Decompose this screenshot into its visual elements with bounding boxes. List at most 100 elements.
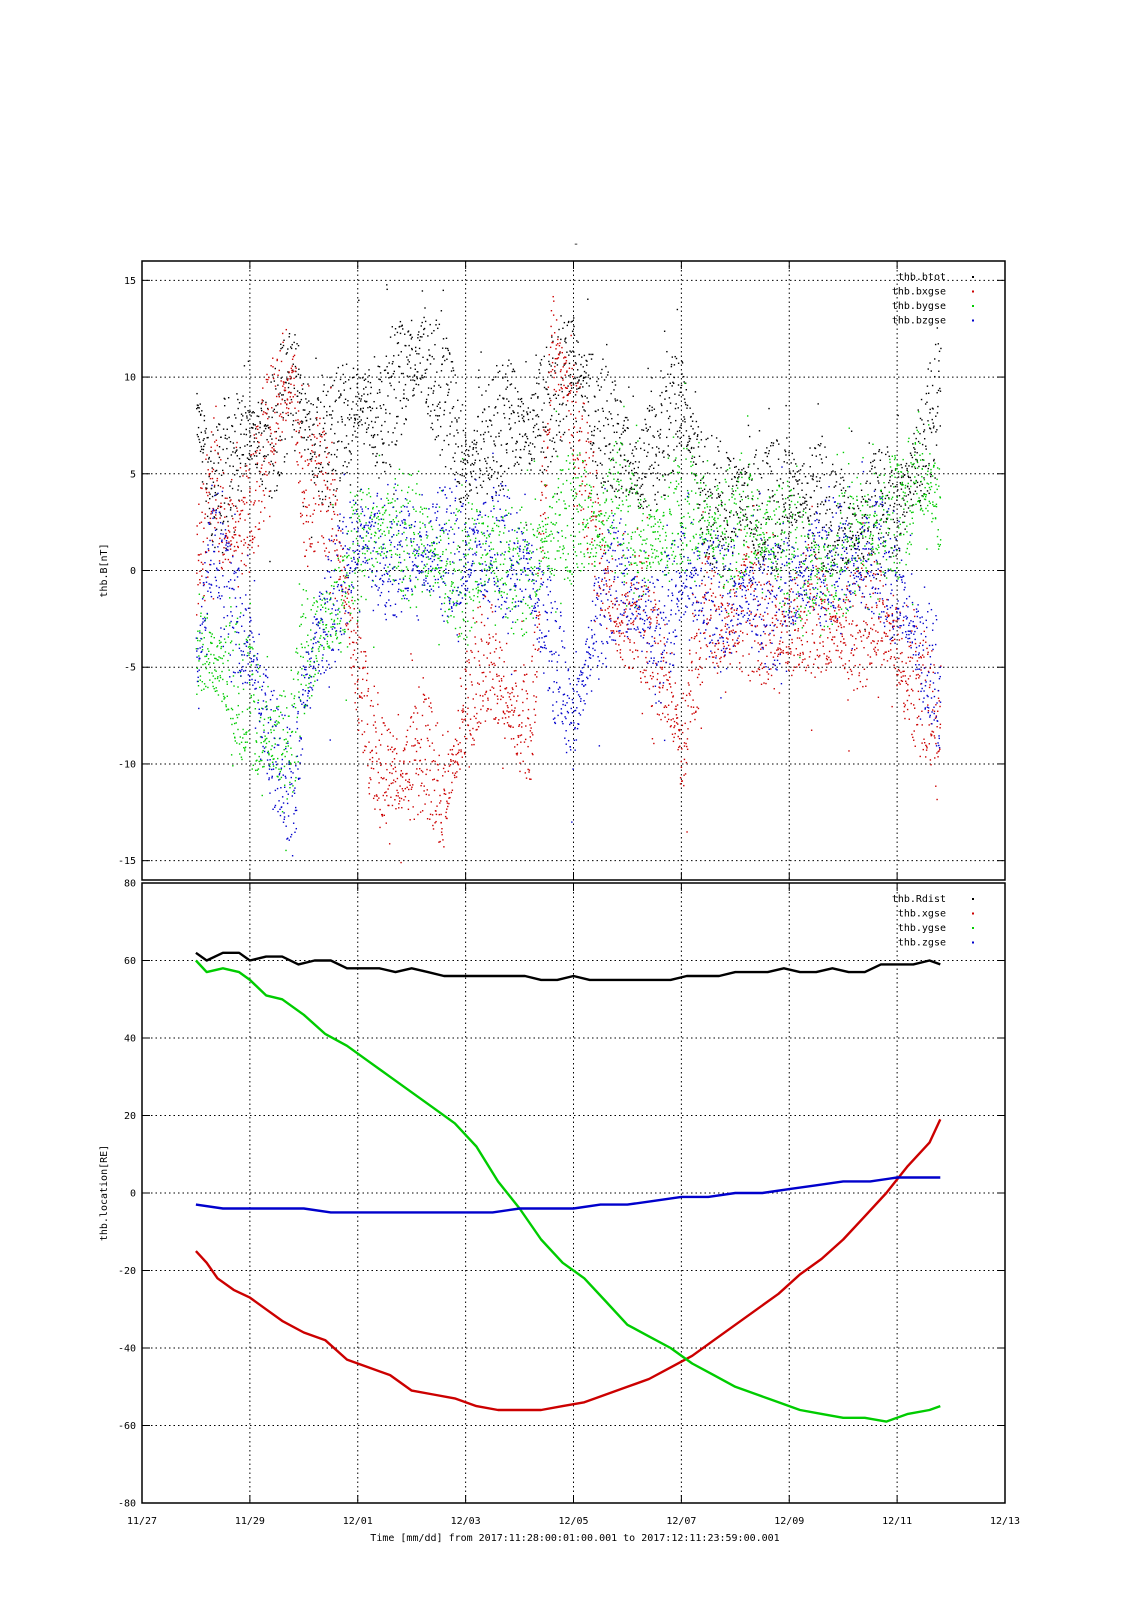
data-point [288,336,290,338]
data-point [838,505,841,508]
data-point [476,682,479,684]
data-point [576,431,578,434]
data-point [571,381,573,384]
data-point [286,352,288,354]
data-point [599,527,601,530]
data-point [742,467,745,470]
data-point [930,473,932,476]
data-point [210,534,213,537]
data-point [648,404,651,407]
data-point [357,626,359,628]
data-point [333,379,336,382]
data-point [563,431,566,434]
data-point [787,653,789,655]
data-point [871,537,874,540]
data-point [653,637,656,639]
data-point [271,416,273,419]
data-point [589,492,591,495]
data-point [723,520,725,522]
data-point [376,461,378,463]
data-point [736,624,738,626]
data-point [660,370,662,372]
data-point [926,385,929,387]
data-point [460,685,463,687]
data-point [348,379,350,381]
data-point [225,515,228,518]
data-point [862,634,865,637]
data-point [637,505,640,508]
data-point [822,562,824,564]
data-point [529,411,531,413]
data-point [645,681,647,684]
data-point [500,678,503,680]
data-point [574,394,577,396]
data-point [770,674,773,677]
data-point [410,717,412,719]
data-point [623,640,625,642]
data-point [859,663,861,666]
data-point [517,736,520,738]
data-point [243,563,246,566]
data-point [792,470,795,472]
data-point [578,440,580,442]
data-point [519,762,521,764]
data-point [636,528,639,530]
data-point [693,447,695,449]
data-point [373,356,376,358]
data-point [885,517,888,520]
data-point [611,570,613,573]
data-point [564,338,566,340]
data-point [757,526,759,529]
data-point [761,539,763,541]
data-point [303,490,305,493]
data-point [784,508,786,511]
data-point [431,332,433,335]
data-point [781,641,784,644]
data-point [531,459,533,462]
data-point [542,549,544,552]
data-point [527,745,529,748]
data-point [389,748,392,751]
data-point [341,595,343,597]
data-point [853,582,855,585]
data-point [475,621,478,623]
data-point [726,602,729,604]
data-point [711,570,713,572]
data-point [397,795,399,797]
data-point [460,460,462,463]
data-point [307,464,309,467]
data-point [922,423,925,425]
data-point [671,701,673,703]
data-point [556,364,559,366]
data-point [809,466,811,468]
data-point [759,643,761,646]
data-point [639,487,641,489]
data-point [482,671,485,674]
data-point [847,678,850,680]
data-point [679,783,682,785]
data-point [731,631,734,634]
data-point [351,617,354,619]
data-point [703,488,706,490]
data-point [281,431,283,433]
data-point [775,614,777,617]
data-point [206,487,208,490]
data-point [355,436,357,438]
data-point [267,417,269,420]
data-point [906,469,908,472]
data-point [229,500,231,502]
data-point [608,605,611,608]
data-point [408,788,410,791]
data-point [215,528,218,531]
data-point [589,442,592,445]
data-point [336,449,339,451]
data-point [694,635,696,638]
data-point [268,376,270,379]
data-point [849,536,851,539]
data-point [796,666,798,668]
data-point [589,377,591,380]
data-point [789,590,791,593]
data-point [697,707,700,710]
data-point [506,705,509,707]
data-point [285,328,288,331]
